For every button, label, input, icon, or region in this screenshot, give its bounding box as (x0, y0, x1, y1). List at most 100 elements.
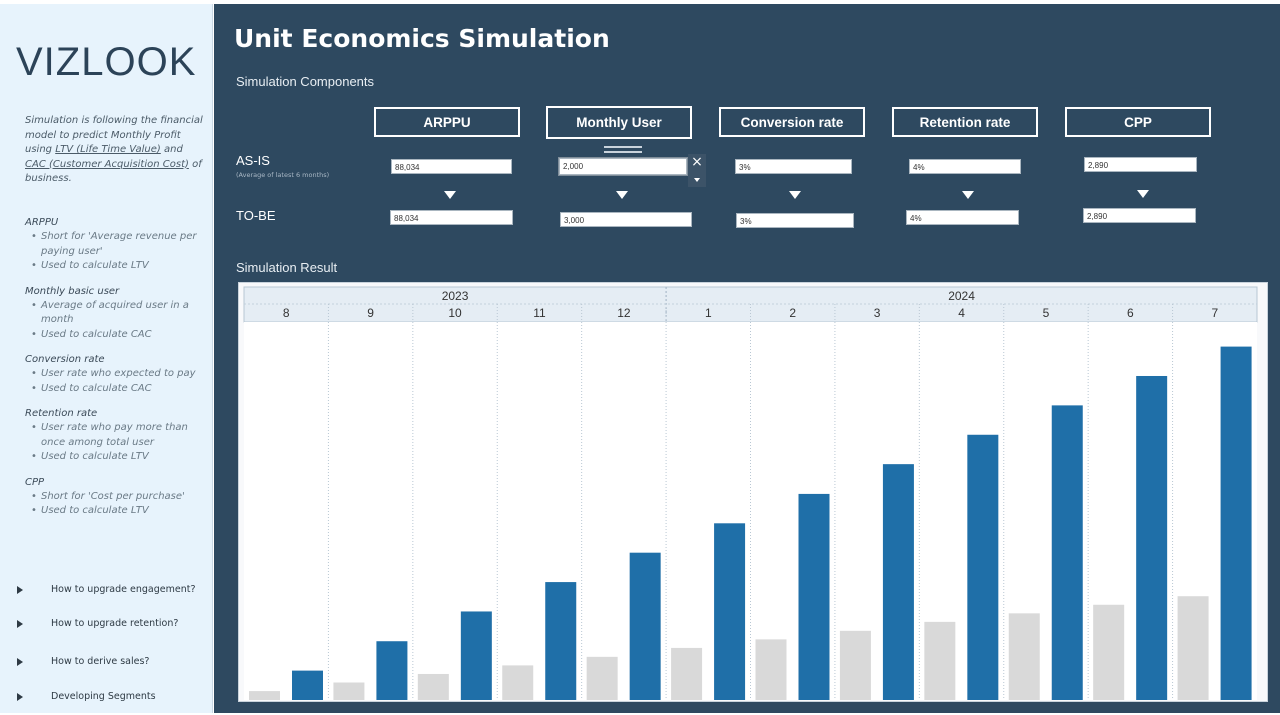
year-label: 2023 (442, 289, 469, 303)
simulation-chart: 2023 2024 8 9 10 11 12 1 2 3 4 5 6 7 (238, 282, 1268, 702)
definition-bullet: Used to calculate CAC (31, 382, 205, 397)
asis-bar (249, 691, 280, 700)
dropdown-icon[interactable] (688, 171, 706, 187)
play-arrow-icon (17, 692, 23, 701)
monthly-user-button[interactable]: Monthly User (546, 106, 692, 139)
cpp-button[interactable]: CPP (1065, 107, 1211, 137)
definition-bullet: User rate who expected to pay (31, 367, 205, 382)
intro-part: Simulation is following the financial mo… (25, 115, 203, 155)
cac-term: CAC (Customer Acquisition Cost) (25, 158, 189, 170)
definition-title: Conversion rate (25, 354, 105, 365)
tobe-bar (882, 464, 914, 700)
arrow-down-icon (616, 191, 628, 199)
definition-monthly-user: Monthly basic user Average of acquired u… (25, 285, 205, 343)
play-arrow-icon (17, 619, 23, 628)
definition-bullet: Used to calculate LTV (31, 259, 205, 274)
monthly-user-tobe-field[interactable]: 3,000 (560, 212, 692, 227)
definition-conversion-rate: Conversion rate User rate who expected t… (25, 353, 205, 396)
definition-retention-rate: Retention rate User rate who pay more th… (25, 407, 205, 465)
year-label: 2024 (948, 289, 975, 303)
definition-bullet: Short for 'Average revenue per paying us… (31, 230, 205, 259)
month-tick-label: 7 (1211, 306, 1218, 320)
conversion-tobe-field[interactable]: 3% (736, 213, 854, 228)
month-tick-label: 4 (958, 306, 965, 320)
tobe-bar (967, 434, 999, 700)
month-tick-label: 10 (448, 306, 462, 320)
arppu-asis-field[interactable]: 88,034 (391, 159, 512, 174)
cpp-asis-field[interactable]: 2,890 (1084, 157, 1197, 172)
month-tick-label: 8 (283, 306, 290, 320)
arrow-down-icon (789, 191, 801, 199)
month-tick-label: 3 (874, 306, 881, 320)
result-section-label: Simulation Result (236, 260, 338, 275)
cpp-tobe-field[interactable]: 2,890 (1083, 208, 1196, 223)
arppu-button[interactable]: ARPPU (374, 107, 520, 137)
asis-bar (924, 621, 956, 700)
definition-cpp: CPP Short for 'Cost per purchase'Used to… (25, 476, 205, 519)
link-upgrade-retention[interactable]: How to upgrade retention? (17, 618, 178, 629)
definition-bullet: Average of acquired user in a month (31, 299, 205, 328)
tobe-bar (1051, 405, 1083, 700)
intro-text: Simulation is following the financial mo… (25, 114, 203, 187)
definition-title: Monthly basic user (25, 285, 120, 297)
definition-bullet: Used to calculate LTV (31, 504, 205, 519)
definition-bullet: User rate who pay more than once among t… (31, 421, 205, 450)
definition-title: CPP (25, 476, 45, 488)
asis-bar (839, 630, 871, 700)
asis-bar (417, 673, 449, 700)
tobe-bar (292, 670, 323, 700)
definition-title: ARPPU (25, 217, 59, 228)
logo: VIZLOOK (16, 40, 197, 84)
tobe-bar (798, 493, 830, 700)
asis-bar (671, 647, 703, 700)
asis-bar (1177, 596, 1209, 700)
arrow-down-icon (1137, 190, 1149, 198)
ltv-term: LTV (Life Time Value) (55, 144, 161, 155)
page-title: Unit Economics Simulation (234, 24, 610, 53)
definitions: ARPPU Short for 'Average revenue per pay… (25, 216, 205, 530)
month-tick-label: 11 (533, 306, 546, 320)
conversion-rate-button[interactable]: Conversion rate (719, 107, 865, 137)
conversion-asis-field[interactable]: 3% (735, 159, 852, 174)
link-upgrade-engagement[interactable]: How to upgrade engagement? (17, 584, 196, 595)
retention-tobe-field[interactable]: 4% (906, 210, 1019, 225)
asis-bar (1093, 604, 1125, 700)
link-label: Developing Segments (51, 691, 156, 702)
tobe-bar (460, 611, 492, 700)
intro-part: of business. (25, 158, 202, 185)
monthly-user-asis-field[interactable]: 2,000 (558, 157, 688, 176)
asis-bar (1008, 613, 1040, 700)
tobe-bar (1220, 346, 1252, 700)
link-label: How to upgrade retention? (51, 618, 179, 629)
tobe-bar (629, 552, 661, 700)
asis-bar (586, 656, 618, 700)
month-tick-label: 2 (789, 306, 796, 320)
definition-title: Retention rate (25, 408, 98, 419)
asis-sublabel: (Average of latest 6 months) (236, 171, 330, 179)
month-tick-label: 9 (367, 306, 374, 320)
tobe-bar (714, 523, 746, 700)
arrow-down-icon (962, 191, 974, 199)
drag-handle-icon[interactable] (604, 146, 642, 153)
asis-bar (502, 665, 534, 700)
month-tick-label: 12 (617, 306, 631, 320)
month-tick-label: 5 (1043, 306, 1050, 320)
link-developing-segments[interactable]: Developing Segments (17, 691, 156, 702)
definition-bullet: Used to calculate CAC (31, 328, 205, 343)
asis-label: AS-IS (236, 153, 270, 168)
retention-asis-field[interactable]: 4% (909, 159, 1021, 174)
definition-bullet: Short for 'Cost per purchase' (31, 490, 205, 505)
clear-icon[interactable]: × (688, 154, 706, 171)
retention-rate-button[interactable]: Retention rate (892, 107, 1038, 137)
arppu-tobe-field[interactable]: 88,034 (390, 210, 513, 225)
main-panel: Unit Economics Simulation Simulation Com… (214, 4, 1280, 713)
tobe-label: TO-BE (236, 208, 276, 223)
tobe-bar (1136, 375, 1168, 700)
asis-bar (333, 682, 365, 700)
month-tick-label: 1 (705, 306, 712, 320)
link-derive-sales[interactable]: How to derive sales? (17, 656, 149, 667)
arrow-down-icon (444, 191, 456, 199)
tobe-bar (376, 641, 408, 700)
components-section-label: Simulation Components (236, 74, 375, 89)
